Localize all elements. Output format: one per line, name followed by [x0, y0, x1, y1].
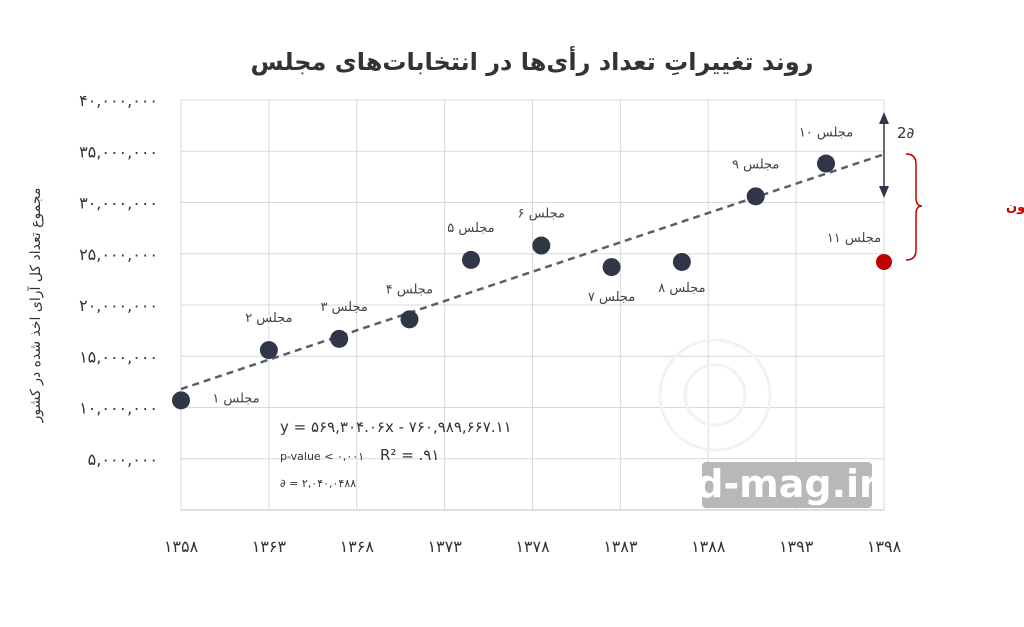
x-tick-label: ۱۳۶۳ — [252, 537, 287, 556]
y-axis-ticks: ۵,۰۰۰,۰۰۰ ۱۰,۰۰۰,۰۰۰ ۱۵,۰۰۰,۰۰۰ ۲۰,۰۰۰,۰۰۰ ۲… — [79, 91, 158, 469]
x-tick-label: ۱۳۷۳ — [427, 537, 462, 556]
x-tick-label: ۱۳۸۸ — [691, 537, 726, 556]
point-label: مجلس ۳ — [320, 300, 367, 315]
data-point — [259, 341, 278, 360]
chart-title: روند تغییراتِ تعداد رأی‌ها در انتخابات‌ه… — [251, 46, 814, 76]
y-tick-label: ۲۵,۰۰۰,۰۰۰ — [79, 245, 158, 264]
x-tick-label: ۱۳۷۸ — [515, 537, 550, 556]
watermark-logo-icon — [683, 363, 747, 427]
data-point — [602, 258, 621, 277]
sigma-bracket-label: 2∂ — [897, 124, 915, 142]
y-tick-label: ۱۰,۰۰۰,۰۰۰ — [79, 399, 158, 418]
r-squared: R² = .۹۱ — [380, 446, 439, 464]
point-labels: مجلس ۱ مجلس ۲ مجلس ۳ مجلس ۴ مجلس ۵ مجلس ۶ مجلس… — [212, 126, 881, 407]
gap-label: ۱۰.۴ میلیون — [1006, 200, 1024, 215]
watermark-logo-icon — [658, 338, 772, 452]
point-label: مجلس ۶ — [518, 207, 565, 222]
x-tick-label: ۱۳۵۸ — [164, 537, 199, 556]
y-tick-label: ۳۰,۰۰۰,۰۰۰ — [79, 194, 158, 213]
data-point — [746, 187, 765, 206]
data-point — [400, 310, 419, 329]
watermark-text: d-mag.ir — [696, 462, 878, 506]
x-axis-ticks: ۱۳۵۸ ۱۳۶۳ ۱۳۶۸ ۱۳۷۳ ۱۳۷۸ ۱۳۸۳ ۱۳۸۸ ۱۳۹۳ ۱۳۹۸ — [164, 537, 902, 556]
x-tick-label: ۱۳۹۳ — [779, 537, 814, 556]
x-tick-label: ۱۳۶۸ — [340, 537, 375, 556]
y-tick-label: ۱۵,۰۰۰,۰۰۰ — [79, 347, 158, 366]
sigma-bracket: 2∂ — [879, 112, 915, 198]
point-label: مجلس ۸ — [658, 281, 705, 296]
point-label: مجلس ۲ — [245, 311, 292, 326]
y-axis-label: مجموع تعداد کل آرای اخذ شده در کشور — [27, 188, 44, 424]
y-tick-label: ۴۰,۰۰۰,۰۰۰ — [79, 91, 158, 110]
point-label: مجلس ۷ — [588, 290, 635, 305]
point-label: مجلس ۴ — [386, 282, 433, 297]
watermark-background — [702, 462, 872, 508]
x-tick-label: ۱۳۸۳ — [603, 537, 638, 556]
y-tick-label: ۵,۰۰۰,۰۰۰ — [88, 450, 158, 469]
point-label: مجلس ۵ — [447, 221, 494, 236]
watermark: d-mag.ir — [658, 338, 878, 508]
highlight-point-label: مجلس ۱۱ — [827, 231, 881, 246]
point-label: مجلس ۱۰ — [799, 126, 853, 141]
data-point — [172, 391, 190, 410]
data-point — [330, 329, 349, 348]
data-points — [172, 154, 892, 410]
sigma-value: ∂ = ۲,۰۴۰,۰۴۸۸ — [280, 477, 356, 490]
data-point — [672, 252, 691, 271]
x-tick-label: ۱۳۹۸ — [867, 537, 902, 556]
point-label: مجلس ۹ — [732, 157, 779, 172]
grid — [180, 99, 885, 511]
highlight-point — [876, 253, 892, 270]
point-label: مجلس ۱ — [212, 391, 259, 406]
gap-bracket: ۱۰.۴ میلیون — [905, 153, 1024, 261]
regression-equation: y = ۵۶۹,۳۰۴.۰۶x - ۷۶۰,۹۸۹,۶۶۷.۱۱ — [280, 418, 512, 436]
data-point — [817, 154, 836, 173]
trendline — [180, 153, 885, 391]
y-tick-label: ۲۰,۰۰۰,۰۰۰ — [79, 296, 158, 315]
y-tick-label: ۳۵,۰۰۰,۰۰۰ — [79, 142, 158, 161]
data-point — [532, 236, 551, 255]
p-value: p-value < ۰,۰۰۱ — [280, 450, 364, 463]
data-point — [461, 250, 480, 269]
